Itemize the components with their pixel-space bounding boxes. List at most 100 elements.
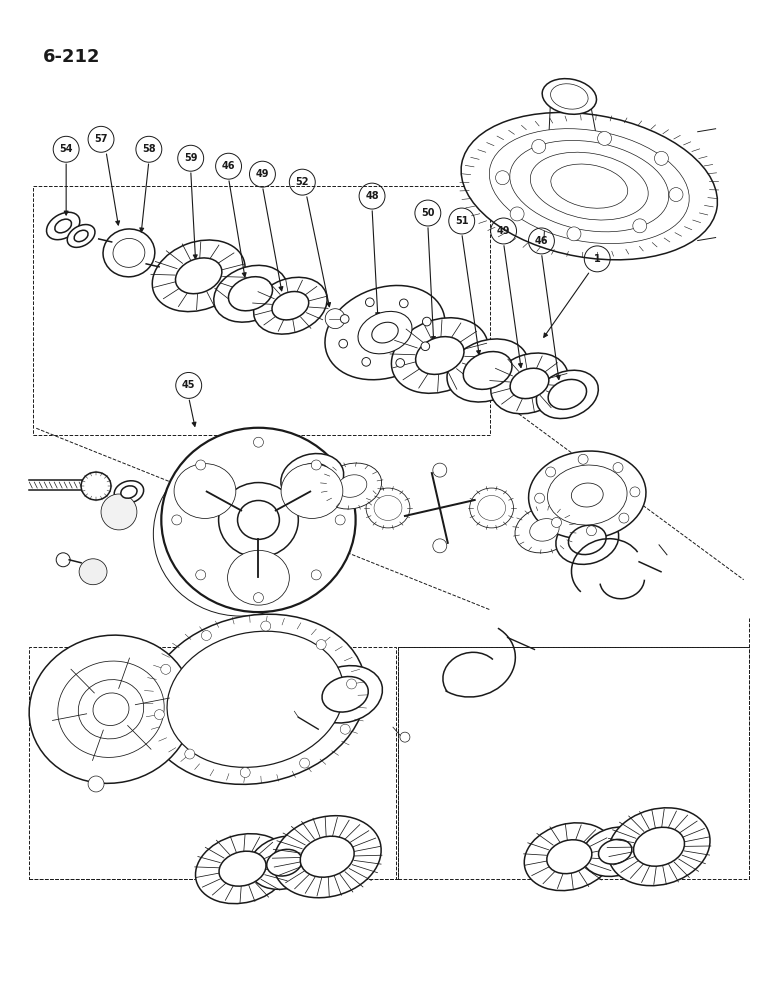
Ellipse shape [323, 463, 381, 509]
Circle shape [253, 593, 263, 603]
Circle shape [185, 749, 195, 759]
Ellipse shape [469, 488, 513, 528]
Ellipse shape [530, 152, 648, 220]
Ellipse shape [322, 677, 368, 712]
Ellipse shape [300, 836, 354, 877]
Circle shape [395, 501, 409, 515]
Circle shape [340, 724, 350, 734]
Circle shape [496, 171, 510, 185]
Ellipse shape [556, 515, 618, 564]
Ellipse shape [78, 680, 144, 739]
Circle shape [598, 131, 611, 145]
Ellipse shape [529, 451, 646, 539]
Circle shape [546, 467, 556, 477]
Ellipse shape [374, 496, 402, 520]
Ellipse shape [608, 808, 710, 886]
Ellipse shape [358, 311, 412, 354]
Ellipse shape [281, 464, 343, 518]
Circle shape [240, 768, 250, 778]
Ellipse shape [167, 631, 344, 767]
Circle shape [532, 139, 546, 153]
Circle shape [471, 501, 485, 515]
Circle shape [613, 463, 623, 473]
Ellipse shape [550, 164, 628, 208]
Ellipse shape [93, 693, 129, 726]
Ellipse shape [634, 827, 685, 866]
Ellipse shape [67, 225, 95, 247]
Circle shape [196, 460, 205, 470]
Text: 57: 57 [94, 134, 108, 144]
Text: 52: 52 [296, 177, 309, 187]
Ellipse shape [542, 79, 597, 114]
Circle shape [325, 309, 345, 329]
Ellipse shape [228, 550, 290, 605]
Circle shape [400, 732, 410, 742]
Ellipse shape [266, 849, 302, 876]
Ellipse shape [79, 559, 107, 585]
Ellipse shape [161, 428, 356, 612]
Text: 46: 46 [222, 161, 235, 171]
Text: 48: 48 [365, 191, 379, 201]
Text: 54: 54 [59, 144, 73, 154]
Ellipse shape [145, 614, 366, 784]
Ellipse shape [582, 827, 648, 876]
Ellipse shape [253, 277, 327, 334]
Ellipse shape [325, 285, 445, 380]
Ellipse shape [366, 488, 410, 528]
Circle shape [433, 463, 447, 477]
Text: 49: 49 [256, 169, 269, 179]
Ellipse shape [530, 519, 559, 541]
Text: 50: 50 [421, 208, 435, 218]
Ellipse shape [598, 839, 631, 864]
Ellipse shape [515, 507, 574, 553]
Ellipse shape [114, 481, 144, 503]
Circle shape [161, 664, 171, 674]
Ellipse shape [463, 352, 512, 389]
Circle shape [567, 227, 581, 241]
Ellipse shape [548, 379, 587, 409]
Circle shape [201, 631, 212, 640]
Ellipse shape [214, 265, 287, 322]
Ellipse shape [249, 836, 320, 889]
Text: 6-212: 6-212 [43, 48, 100, 66]
Ellipse shape [293, 463, 331, 493]
Circle shape [633, 219, 647, 233]
Ellipse shape [238, 500, 279, 539]
Ellipse shape [55, 219, 72, 233]
Ellipse shape [58, 661, 164, 757]
Bar [29, 647, 396, 879]
Circle shape [422, 317, 431, 326]
Ellipse shape [103, 229, 155, 277]
Ellipse shape [510, 140, 669, 232]
Circle shape [172, 515, 181, 525]
Ellipse shape [272, 291, 309, 320]
Ellipse shape [281, 454, 344, 503]
Circle shape [619, 513, 629, 523]
Text: 59: 59 [184, 153, 198, 163]
Ellipse shape [46, 212, 80, 240]
Circle shape [399, 299, 408, 308]
Bar [33, 186, 489, 435]
Ellipse shape [372, 322, 398, 343]
Ellipse shape [175, 258, 222, 294]
Ellipse shape [461, 112, 717, 260]
Ellipse shape [415, 337, 464, 374]
Ellipse shape [218, 483, 298, 557]
Text: 51: 51 [455, 216, 469, 226]
Ellipse shape [478, 496, 506, 520]
Ellipse shape [510, 368, 549, 399]
Ellipse shape [29, 635, 193, 783]
Text: 46: 46 [535, 236, 548, 246]
Text: 58: 58 [142, 144, 156, 154]
Circle shape [101, 494, 137, 530]
Circle shape [587, 526, 597, 536]
Circle shape [630, 487, 640, 497]
Circle shape [510, 207, 524, 221]
Ellipse shape [547, 465, 627, 525]
Ellipse shape [489, 129, 689, 244]
Circle shape [396, 359, 405, 367]
Circle shape [433, 539, 447, 553]
Text: 1: 1 [594, 254, 601, 264]
Circle shape [578, 454, 588, 464]
Ellipse shape [524, 823, 615, 891]
